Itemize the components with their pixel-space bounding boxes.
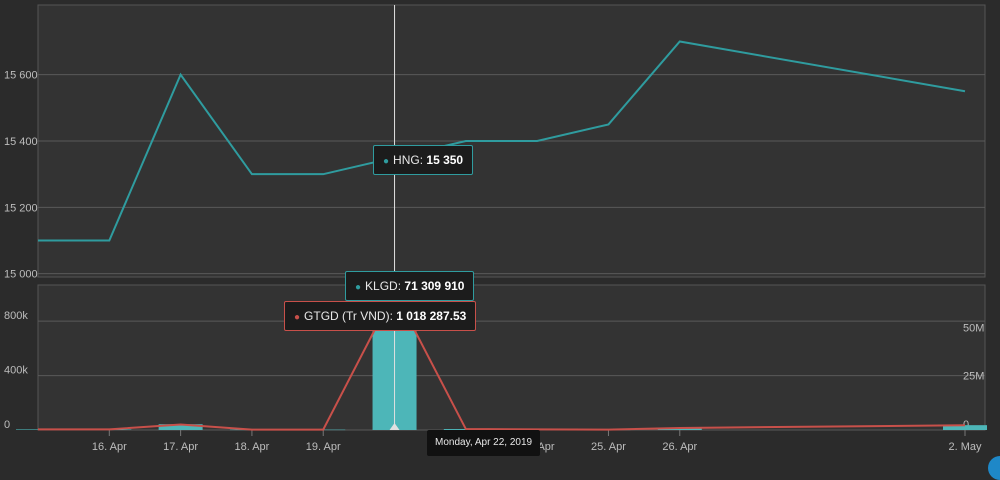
chart-svg: 15 000 15 200 15 400 15 600 0 400k 800k 0 25M 50M…: [4, 4, 987, 453]
volume-tooltip-name: KLGD: [365, 279, 398, 293]
volume-tooltip: ● KLGD: 71 309 910: [345, 271, 475, 301]
x-axis-tick-label: 25. Apr: [591, 441, 626, 453]
price-tooltip-value: 15 350: [426, 153, 464, 167]
x-axis-tick-label: 2. May: [948, 441, 982, 453]
volume-right-axis-tick-label: 0: [963, 419, 969, 431]
volume-right-axis-tick-label: 25M: [963, 371, 984, 383]
volume-right-axis-tick-label: 50M: [963, 322, 984, 334]
x-axis-tick-label: 19. Apr: [306, 441, 341, 453]
volume-left-axis-tick-label: 800k: [4, 310, 28, 322]
series-dot-icon: ●: [355, 282, 362, 293]
series-dot-icon: ●: [383, 156, 390, 167]
price-axis-tick-label: 15 200: [4, 202, 38, 214]
volume-bar: [657, 428, 702, 430]
volume-left-axis-tick-label: 0: [4, 419, 10, 431]
x-axis-tick-label: 17. Apr: [163, 441, 198, 453]
x-axis-tick-label: 16. Apr: [92, 441, 127, 453]
crosshair-pointer-icon: [389, 423, 400, 430]
crosshair-date-label: Monday, Apr 22, 2019: [427, 430, 541, 456]
volume-panel-bg: [37, 284, 986, 431]
price-axis-tick-label: 15 000: [4, 269, 38, 281]
trade-value-tooltip: ● GTGD (Tr VND): 1 018 287.53: [284, 301, 477, 331]
volume-tooltip-value: 71 309 910: [404, 279, 465, 293]
volume-bar: [943, 425, 987, 430]
series-dot-icon: ●: [294, 312, 301, 323]
x-axis-tick-label: 18. Apr: [234, 441, 269, 453]
trade-value-tooltip-value: 1 018 287.53: [396, 309, 467, 323]
price-axis-tick-label: 15 600: [4, 70, 38, 82]
stock-chart: 15 000 15 200 15 400 15 600 0 400k 800k 0 25M 50M…: [4, 4, 1000, 480]
trade-value-tooltip-name: GTGD (Tr VND): [304, 309, 390, 323]
price-tooltip: ● HNG: 15 350: [373, 145, 474, 175]
volume-left-axis-tick-label: 400k: [4, 365, 28, 377]
price-axis-tick-label: 15 400: [4, 136, 38, 148]
x-axis-tick-label: 26. Apr: [662, 441, 697, 453]
scroll-indicator-icon[interactable]: [988, 456, 1000, 480]
volume-bar: [158, 424, 203, 430]
price-tooltip-name: HNG: [393, 153, 420, 167]
